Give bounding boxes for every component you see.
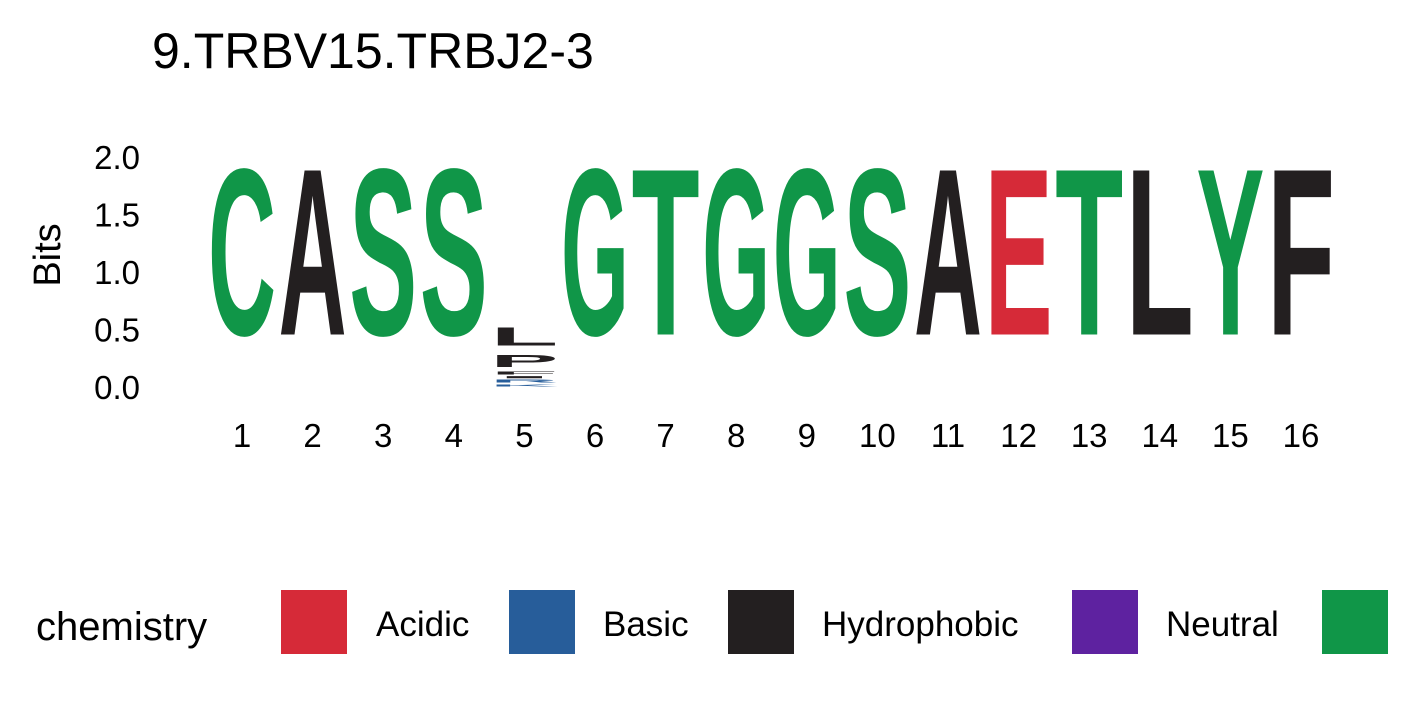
logo-letter-F: F bbox=[490, 371, 558, 376]
logo-letter-C: C bbox=[208, 120, 276, 386]
legend-label: Basic bbox=[603, 605, 689, 644]
legend-title: chemistry bbox=[36, 605, 207, 649]
legend-swatch bbox=[1072, 590, 1138, 654]
y-tick-label: 2.0 bbox=[94, 139, 140, 176]
x-tick-label: 3 bbox=[374, 417, 392, 454]
x-tick-label: 9 bbox=[798, 417, 816, 454]
x-tick-label: 8 bbox=[727, 417, 745, 454]
x-tick-label: 6 bbox=[586, 417, 604, 454]
x-tick-label: 16 bbox=[1283, 417, 1320, 454]
logo-letter-L: L bbox=[490, 323, 558, 352]
y-tick-label: 1.0 bbox=[94, 254, 140, 291]
x-tick-label: 13 bbox=[1071, 417, 1108, 454]
x-tick-label: 7 bbox=[656, 417, 674, 454]
y-tick-label: 0.5 bbox=[94, 311, 140, 348]
legend-label: Neutral bbox=[1166, 605, 1279, 644]
x-tick-label: 4 bbox=[445, 417, 463, 454]
x-tick-label: 14 bbox=[1141, 417, 1178, 454]
legend-swatch bbox=[509, 590, 575, 654]
logo-letter-T: T bbox=[632, 121, 700, 386]
logo-letter-S: S bbox=[843, 119, 911, 386]
logo-letter-F: F bbox=[1267, 121, 1335, 386]
logo-letter-L: L bbox=[1126, 121, 1194, 386]
logo-letter-Y: Y bbox=[1196, 119, 1264, 386]
x-tick-label: 1 bbox=[233, 417, 251, 454]
x-tick-label: 2 bbox=[303, 417, 321, 454]
y-tick-label: 0.0 bbox=[94, 369, 140, 406]
x-tick-label: 15 bbox=[1212, 417, 1249, 454]
legend: Acidic Basic Hydrophobic Neutral bbox=[281, 590, 1388, 654]
x-tick-label: 10 bbox=[859, 417, 896, 454]
y-tick-label: 1.5 bbox=[94, 196, 140, 233]
legend-swatch bbox=[281, 590, 347, 654]
x-tick-label: 11 bbox=[931, 417, 965, 454]
legend-swatch bbox=[728, 590, 794, 654]
logo-letter-A: A bbox=[914, 120, 982, 386]
legend-label: Hydrophobic bbox=[822, 605, 1019, 644]
legend-label: Acidic bbox=[376, 605, 469, 644]
logo-letter-S: S bbox=[349, 119, 417, 386]
x-tick-label: 12 bbox=[1000, 417, 1037, 454]
logo-letter-R: R bbox=[490, 379, 558, 384]
logo-letter-G: G bbox=[561, 119, 629, 386]
logo-letter-T: T bbox=[1055, 121, 1123, 386]
x-tick-label: 5 bbox=[515, 417, 533, 454]
logo-letter-I: I bbox=[490, 375, 558, 378]
logo-letter-E: E bbox=[985, 119, 1053, 386]
logo-letter-S: S bbox=[420, 119, 488, 386]
chart-title: 9.TRBV15.TRBJ2-3 bbox=[152, 23, 594, 79]
x-axis-ticks: 1 2 3 4 5 6 7 8 9 10 11 12 13 14 15 16 bbox=[233, 417, 1320, 454]
logo-letter-A: A bbox=[279, 120, 347, 386]
y-axis-label: Bits bbox=[27, 223, 69, 286]
logo-letter-K: K bbox=[490, 384, 558, 387]
legend-swatch bbox=[1322, 590, 1388, 654]
logo-letter-G: G bbox=[773, 119, 841, 386]
y-axis-ticks: 0.0 0.5 1.0 1.5 2.0 bbox=[94, 139, 140, 406]
logo-letter-G: G bbox=[702, 119, 770, 386]
logo-letter-P: P bbox=[490, 352, 558, 371]
